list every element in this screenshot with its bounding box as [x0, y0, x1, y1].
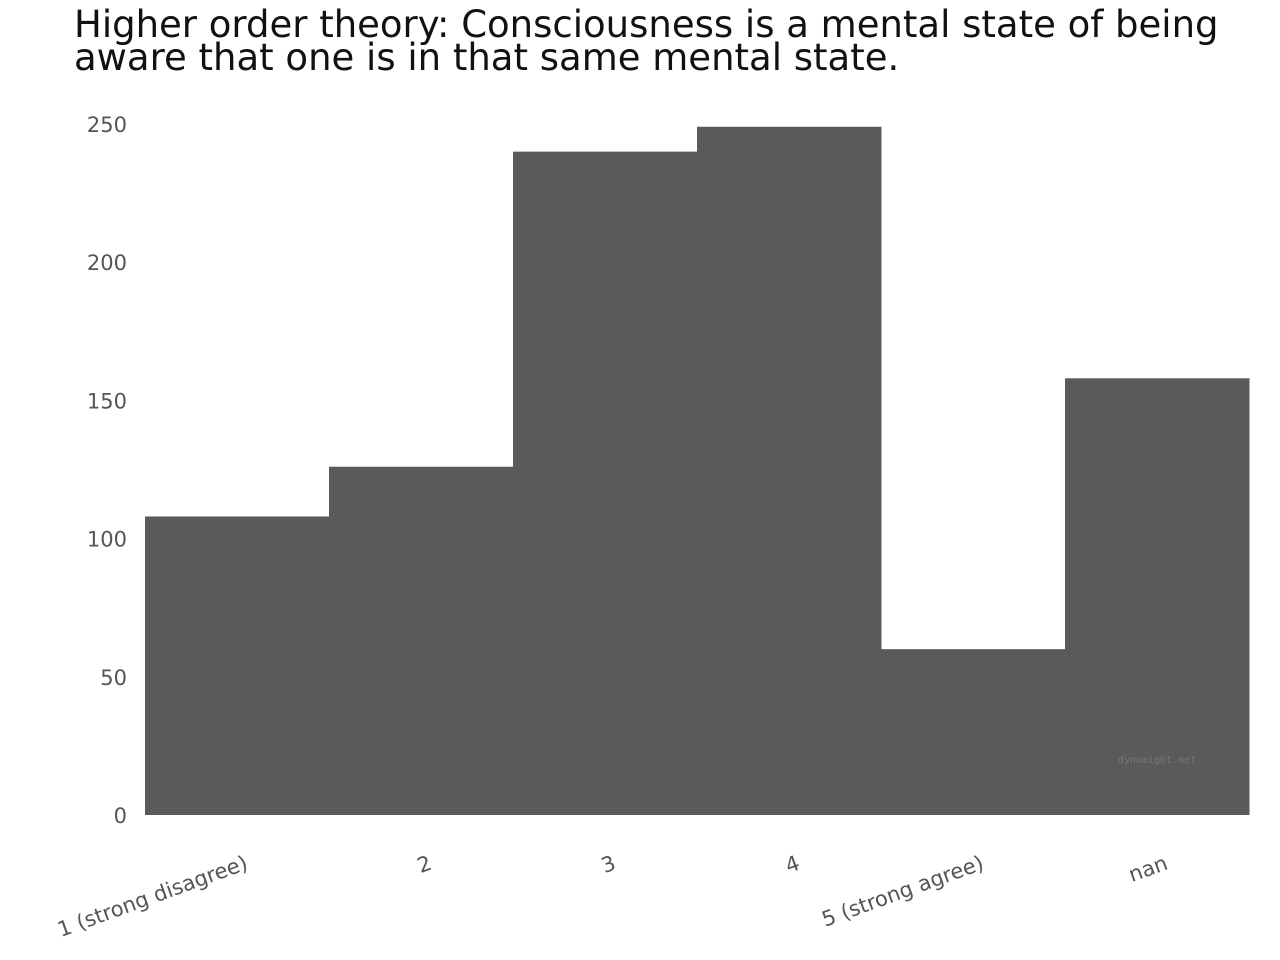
x-tick-label: 1 (strong disagree) — [54, 851, 250, 942]
x-tick-label: 3 — [598, 851, 619, 878]
y-tick-label: 0 — [114, 804, 127, 828]
watermark: dynomight.net — [1118, 755, 1196, 766]
x-tick-label: nan — [1125, 851, 1170, 887]
y-tick-label: 200 — [87, 251, 127, 275]
x-tick-label: 4 — [782, 851, 803, 878]
y-tick-label: 50 — [100, 666, 127, 690]
bar — [513, 151, 698, 815]
bar — [145, 516, 330, 815]
y-axis-ticks: 0 50 100 150 200 250 — [87, 113, 127, 828]
bar — [697, 126, 882, 816]
y-tick-label: 250 — [87, 113, 127, 137]
bar — [329, 466, 514, 815]
x-axis-ticks: 1 (strong disagree) 2 3 4 5 (strong agree) na… — [54, 851, 1170, 942]
bar — [881, 649, 1066, 815]
bar — [1065, 378, 1250, 815]
bars-group — [145, 126, 1250, 816]
x-tick-label: 2 — [414, 851, 435, 878]
chart-title: Higher order theory: Consciousness is a … — [74, 3, 1219, 79]
y-tick-label: 100 — [87, 528, 127, 552]
y-tick-label: 150 — [87, 389, 127, 413]
x-tick-label: 5 (strong agree) — [819, 851, 987, 932]
